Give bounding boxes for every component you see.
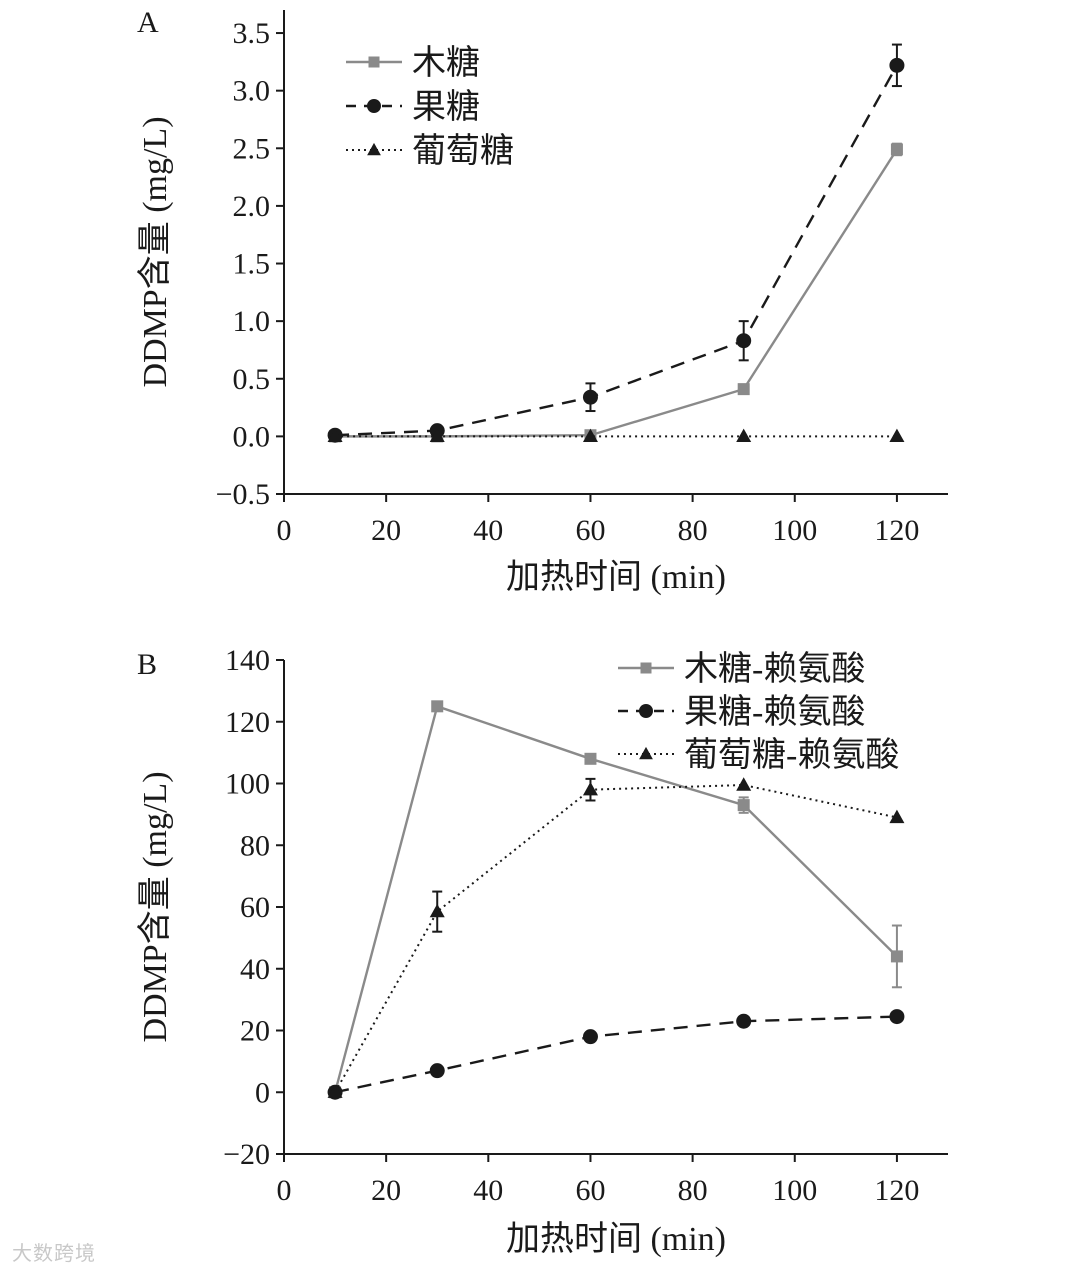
y-tick-label: 100 [225,768,270,801]
x-tick-label: 120 [874,514,919,547]
y-tick-label: 0.0 [233,420,271,453]
x-tick-label: 100 [772,514,817,547]
x-tick-label: 100 [772,1174,817,1207]
y-tick-label: 1.5 [233,248,271,281]
data-point [736,1013,752,1029]
y-axis-title: DDMP含量 (mg/L) [136,116,174,387]
series-1 [329,142,903,443]
data-point [429,903,445,918]
x-tick-label: 60 [575,1174,605,1207]
data-point [582,389,598,405]
y-tick-label: 40 [240,953,270,986]
panel-label: A [137,6,159,39]
data-point [582,781,598,796]
x-tick-label: 20 [371,1174,401,1207]
legend-marker [367,99,381,113]
data-point [431,700,444,713]
y-tick-label: 3.0 [233,75,271,108]
data-point [584,752,597,765]
y-tick-label: 2.5 [233,132,271,165]
legend-label: 果糖-赖氨酸 [684,693,865,731]
data-point [327,428,343,443]
legend-marker [639,704,653,718]
legend-label: 木糖-赖氨酸 [684,650,865,688]
legend-marker [640,662,652,674]
data-point [889,1009,905,1025]
x-tick-label: 120 [874,1174,919,1207]
legend-label: 果糖 [412,88,480,126]
legend-label: 葡萄糖-赖氨酸 [684,736,899,774]
data-point [582,428,598,443]
data-point [890,950,903,963]
x-tick-label: 0 [277,514,292,547]
legend-marker [368,56,380,68]
x-tick-label: 60 [575,514,605,547]
chart-panel-a: 0 20 40 60 80 100 120 −0.5 0.0 0.5 1.0 1.5 2.0 2.5 3.0… [136,6,948,596]
series-1 [329,700,903,1099]
legend-label: 木糖 [412,44,480,82]
panel-label: B [137,648,157,681]
series-line [334,1015,897,1094]
series-3 [327,428,905,443]
series-line [334,784,898,1093]
y-tick-label: 120 [225,706,270,739]
data-point [889,428,905,443]
data-point [736,428,752,443]
y-tick-label: 80 [240,829,270,862]
y-tick-label: 20 [240,1015,270,1048]
y-tick-label: 60 [240,891,270,924]
x-tick-label: 80 [678,514,708,547]
data-point [582,1029,598,1045]
data-point [889,57,905,73]
data-point [737,383,750,396]
x-axis-title: 加热时间 (min) [506,558,726,596]
x-tick-label: 0 [277,1174,292,1207]
x-axis-title: 加热时间 (min) [506,1220,726,1258]
chart-panel-b: 0 20 40 60 80 100 120−20020406080100120140加热时间… [136,644,948,1258]
data-point [737,799,750,812]
y-tick-label: 1.0 [233,305,271,338]
data-point [429,1063,445,1079]
y-axis-title: DDMP含量 (mg/L) [136,771,174,1042]
series-3 [327,777,905,1098]
legend-label: 葡萄糖 [412,132,514,170]
data-point [890,143,903,156]
legend-marker [367,142,381,156]
y-tick-label: −20 [223,1138,270,1171]
data-point [736,777,752,791]
y-tick-label: 0.5 [233,363,271,396]
x-tick-label: 40 [473,1174,503,1207]
series-2 [327,43,905,443]
data-point [736,333,752,349]
x-tick-label: 80 [678,1174,708,1207]
data-point [429,428,445,443]
y-tick-label: 140 [225,644,270,677]
y-tick-label: 3.5 [233,17,271,50]
x-tick-label: 20 [371,514,401,547]
y-tick-label: 0 [255,1076,270,1109]
data-point [327,1084,343,1098]
legend-marker [639,746,653,760]
x-tick-label: 40 [473,514,503,547]
watermark: 大数跨境 [12,1241,96,1265]
series-2 [327,1009,905,1100]
y-tick-label: −0.5 [216,478,270,511]
y-tick-label: 2.0 [233,190,271,223]
data-point [889,809,905,824]
series-line [335,148,898,438]
